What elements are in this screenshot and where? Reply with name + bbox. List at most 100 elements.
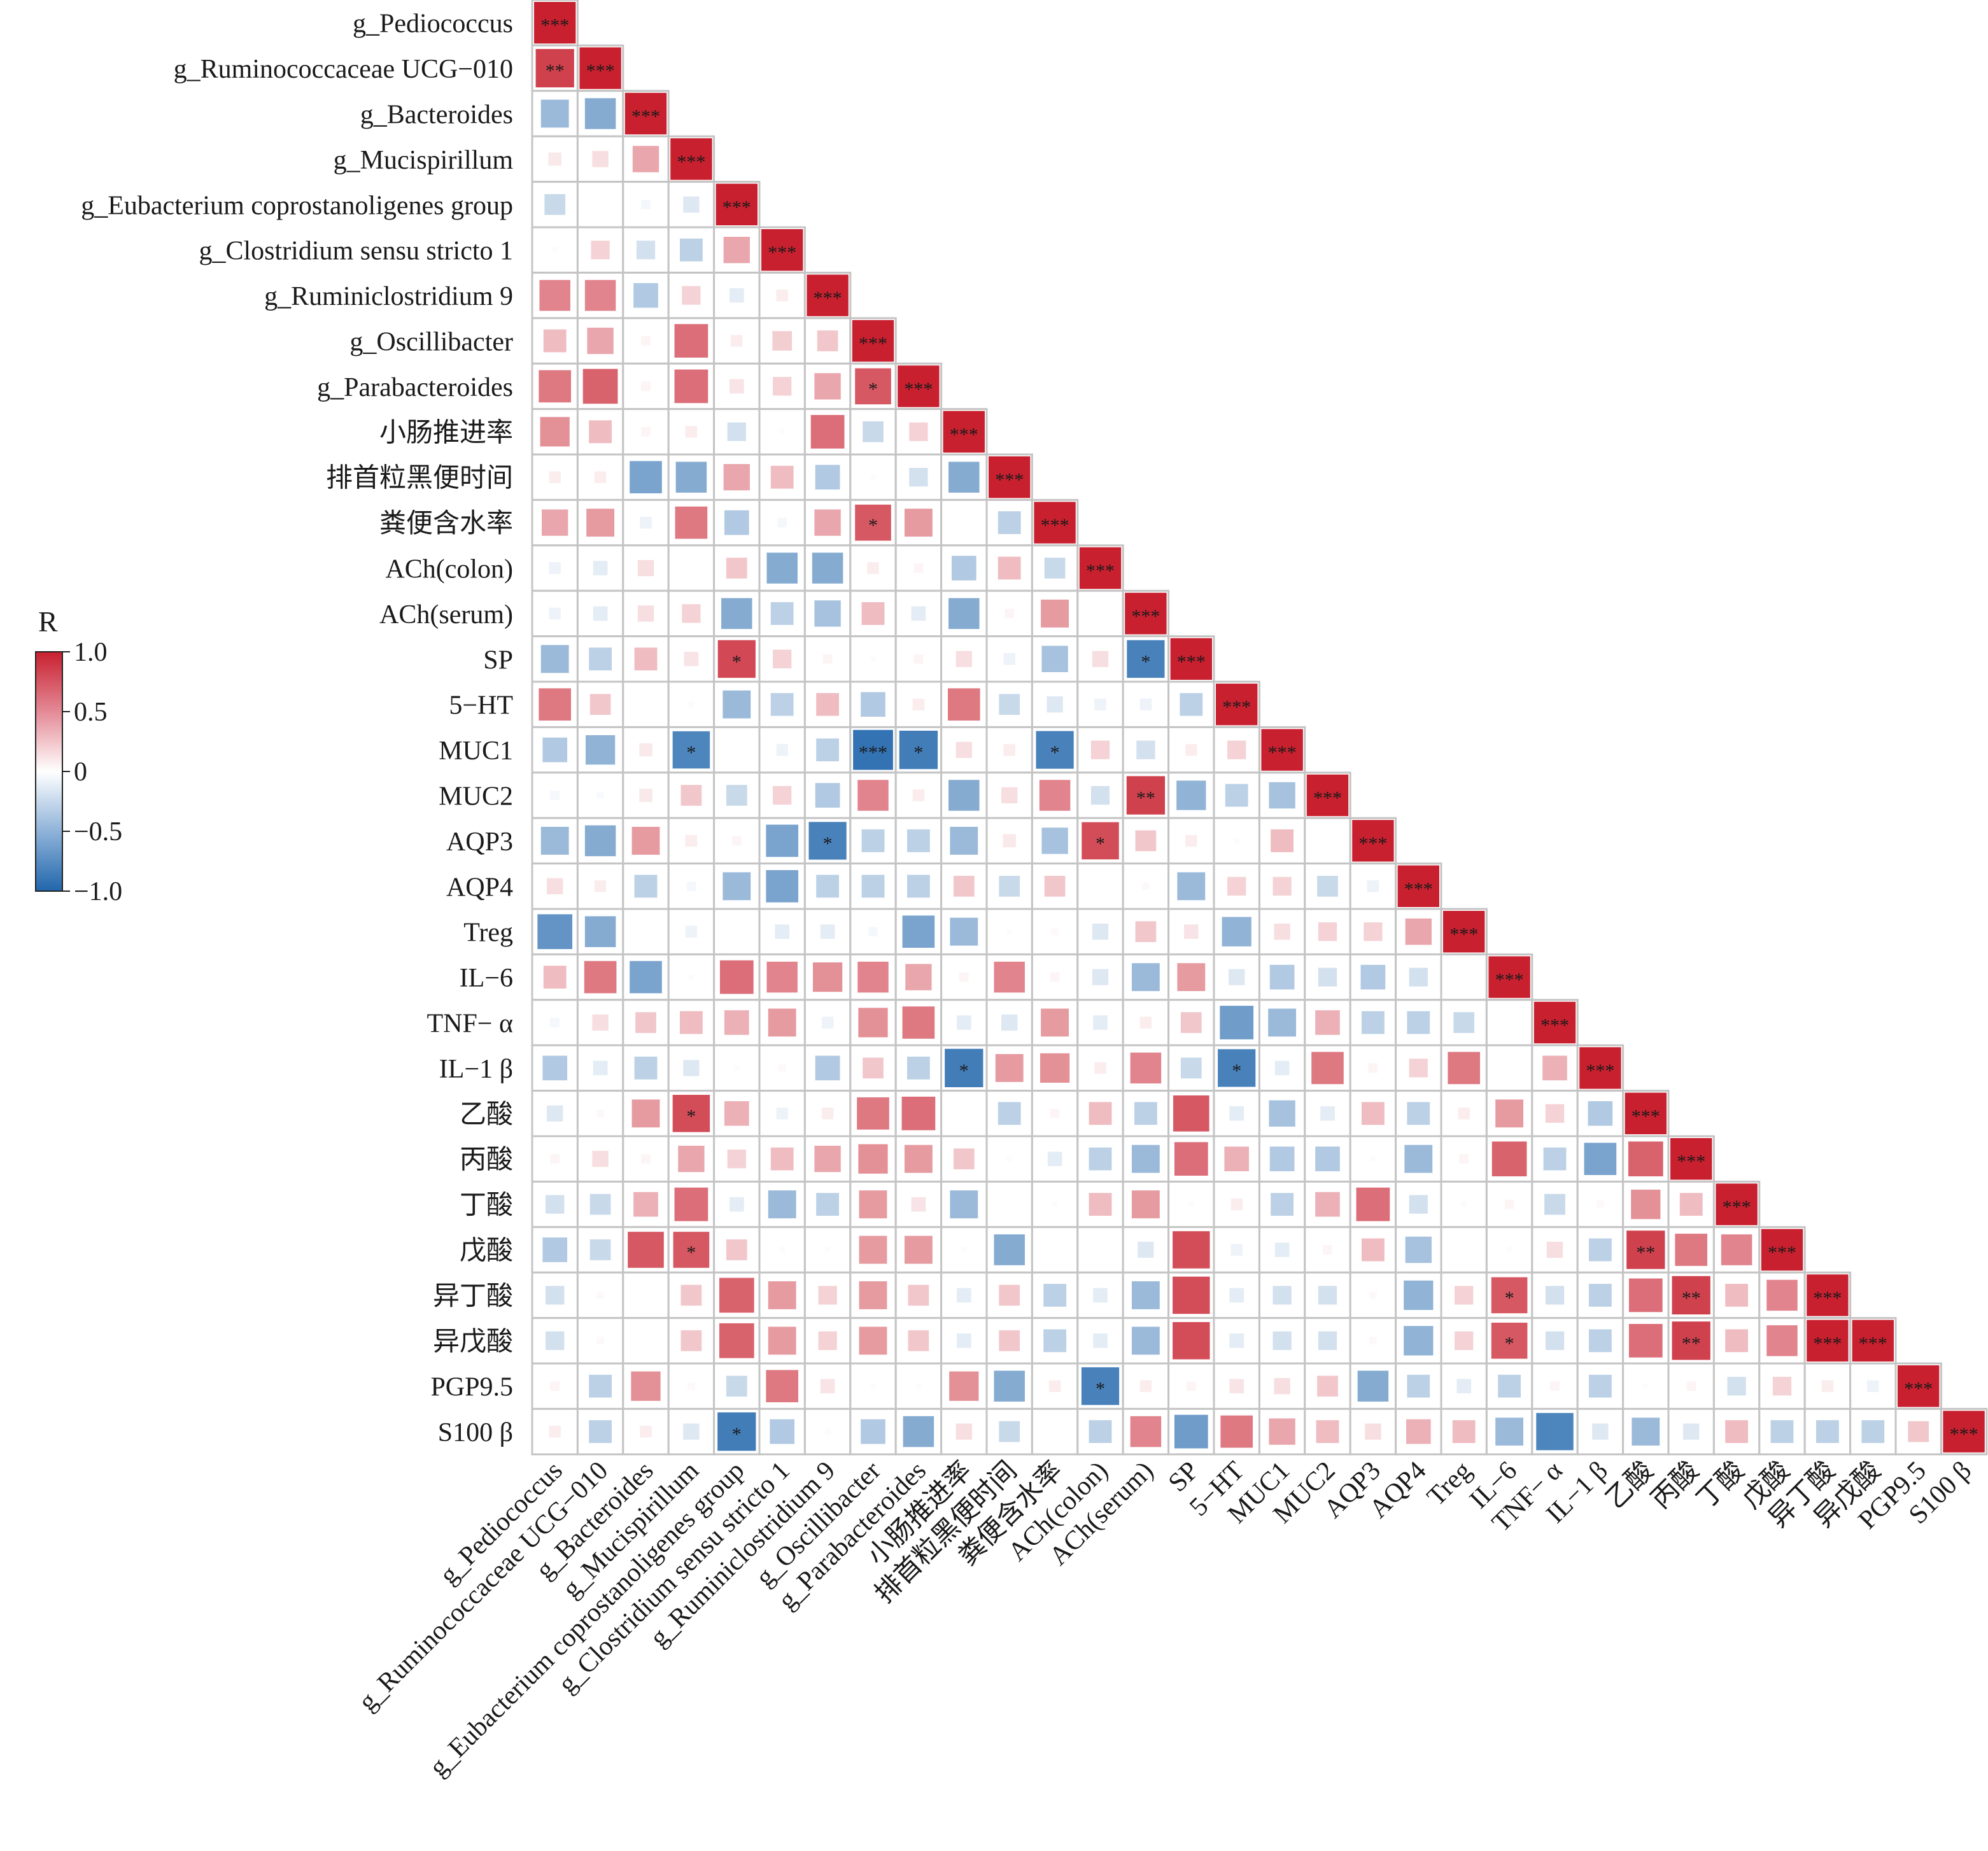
heatmap-cell — [589, 420, 612, 444]
significance-mark: *** — [1632, 1106, 1660, 1127]
heatmap-cell — [1498, 1374, 1521, 1398]
heatmap-cell — [913, 563, 924, 573]
heatmap-cell — [1274, 1378, 1290, 1395]
significance-mark: * — [1505, 1333, 1514, 1354]
heatmap-cell — [542, 1055, 568, 1081]
heatmap-cell — [534, 2, 576, 44]
heatmap-cell — [1683, 1423, 1700, 1440]
heatmap-cell — [1230, 1198, 1243, 1211]
heatmap-cell — [721, 598, 752, 630]
heatmap-cell — [768, 1190, 796, 1219]
heatmap-cell-border — [1485, 1180, 1533, 1228]
heatmap-cell — [1001, 787, 1018, 804]
significance-mark: *** — [859, 742, 887, 763]
heatmap-cell — [550, 791, 560, 800]
heatmap-cell — [909, 422, 928, 441]
heatmap-cell — [1274, 924, 1290, 940]
row-label: g_Mucispirillum — [334, 146, 514, 175]
heatmap-cell — [688, 974, 694, 980]
heatmap-cell — [1183, 924, 1199, 940]
heatmap-cell — [1180, 1012, 1202, 1033]
significance-mark: *** — [1222, 697, 1251, 718]
heatmap-cell — [539, 370, 572, 403]
heatmap-cell — [596, 1337, 604, 1344]
heatmap-cell — [685, 834, 698, 847]
heatmap-cell — [539, 688, 572, 721]
heatmap-cell — [716, 183, 758, 225]
heatmap-cell — [1725, 1283, 1749, 1307]
heatmap-cell — [1861, 1420, 1885, 1444]
heatmap-cell — [773, 377, 792, 396]
heatmap-cell — [640, 516, 652, 529]
heatmap-cell — [1506, 1246, 1512, 1253]
heatmap-cell — [1361, 1102, 1385, 1125]
heatmap-cell — [1495, 1099, 1524, 1128]
heatmap-cell — [1272, 876, 1292, 896]
color-legend: R 1.0 0.5 0 −0.5 −1.0 — [35, 605, 122, 906]
heatmap-cell — [1090, 740, 1110, 759]
heatmap-cell — [672, 1095, 710, 1132]
heatmap-cell — [683, 1060, 700, 1076]
heatmap-cell — [1094, 1062, 1106, 1074]
significance-mark: ** — [1682, 1333, 1701, 1354]
heatmap-cell — [685, 426, 698, 438]
heatmap-cell — [1409, 968, 1428, 987]
heatmap-cell — [1229, 1288, 1244, 1303]
heatmap-cell — [902, 1006, 935, 1039]
heatmap-cell-border — [1758, 1362, 1806, 1410]
significance-mark: *** — [1859, 1333, 1887, 1354]
heatmap-cell — [1176, 780, 1206, 810]
heatmap-cell — [955, 1423, 972, 1440]
heatmap-cell — [989, 456, 1031, 498]
heatmap-cell — [592, 151, 609, 167]
heatmap-cell — [868, 927, 878, 937]
heatmap-cell — [1397, 865, 1439, 907]
heatmap-cell — [863, 1057, 884, 1079]
row-label: Treg — [463, 918, 513, 948]
heatmap-cell — [1507, 1020, 1512, 1025]
heatmap-cell — [1546, 1241, 1563, 1258]
heatmap-cell — [1041, 1008, 1069, 1037]
heatmap-cell — [906, 875, 930, 898]
heatmap-cell — [719, 960, 754, 994]
row-label: TNF− α — [427, 1010, 513, 1039]
heatmap-cell — [779, 1246, 786, 1253]
heatmap-cell — [624, 92, 667, 135]
heatmap-cell — [959, 972, 969, 982]
heatmap-cell — [853, 729, 893, 770]
heatmap-cell — [1626, 1230, 1665, 1269]
heatmap-cell — [1550, 1381, 1560, 1391]
heatmap-cell — [1003, 834, 1017, 848]
heatmap-cell — [1317, 1376, 1338, 1397]
significance-mark: * — [1096, 1379, 1105, 1400]
heatmap-cell — [1047, 696, 1063, 713]
significance-mark: *** — [723, 197, 751, 218]
heatmap-cell — [685, 926, 698, 938]
heatmap-cell — [1050, 972, 1060, 982]
heatmap-cell — [1261, 729, 1303, 771]
heatmap-cell-border — [1076, 726, 1124, 774]
heatmap-cell — [955, 651, 972, 667]
heatmap-cell — [1545, 1331, 1565, 1350]
heatmap-cell — [641, 381, 651, 391]
heatmap-cell — [814, 509, 841, 536]
heatmap-cell — [1448, 1052, 1481, 1085]
heatmap-cell — [1271, 1193, 1294, 1216]
heatmap-cell — [1453, 1012, 1475, 1033]
heatmap-cell — [821, 1108, 834, 1120]
significance-mark: ** — [1136, 788, 1155, 809]
heatmap-cell — [1675, 1234, 1708, 1266]
heatmap-cell — [1588, 1101, 1613, 1126]
significance-mark: *** — [1358, 833, 1387, 854]
heatmap-cell — [1404, 1144, 1433, 1173]
heatmap-cell — [1043, 1283, 1067, 1307]
heatmap-cell — [635, 1012, 656, 1033]
heatmap-cell — [766, 869, 799, 903]
heatmap-cell — [1628, 1278, 1663, 1313]
heatmap-cell — [1130, 1052, 1162, 1084]
heatmap-cell — [679, 238, 703, 262]
heatmap-cell — [594, 471, 607, 483]
heatmap-cell — [994, 1234, 1025, 1265]
heatmap-cell — [1852, 1320, 1894, 1362]
heatmap-cell — [1220, 1006, 1254, 1039]
